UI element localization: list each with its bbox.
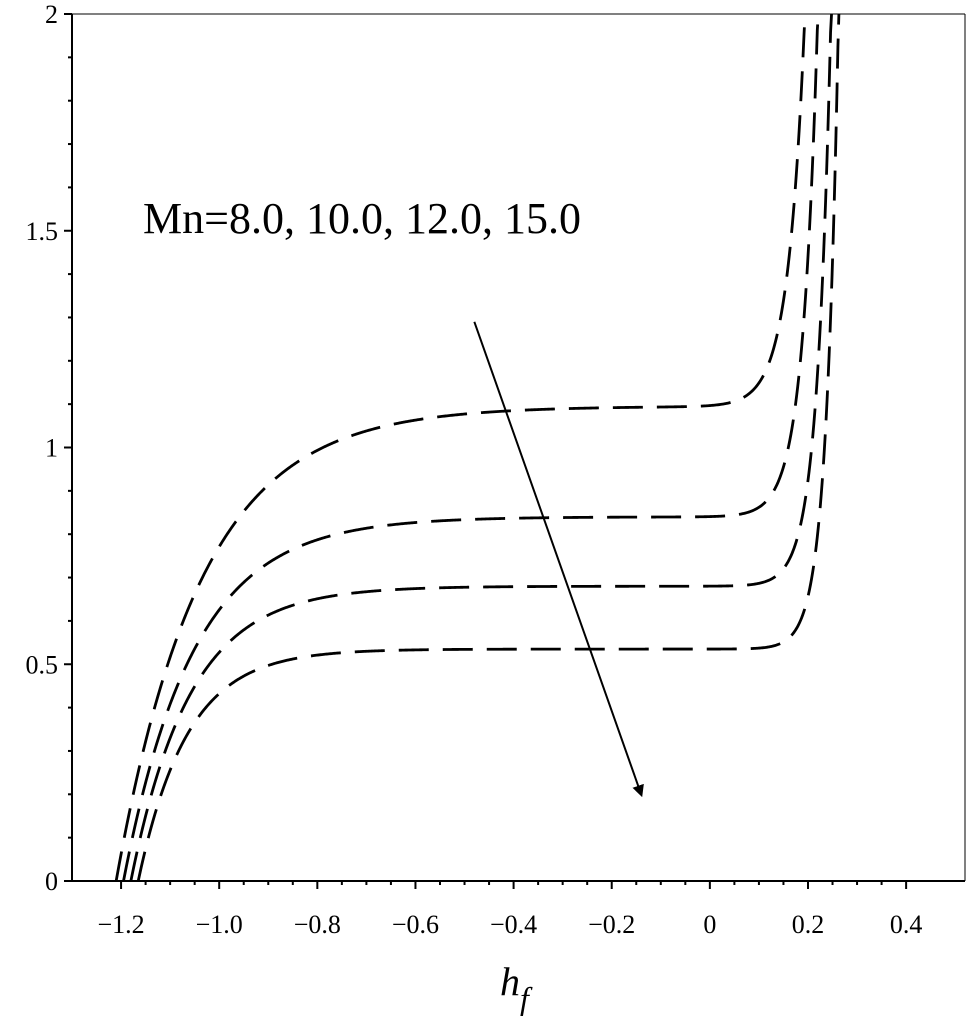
x-tick-label: 0: [703, 910, 716, 939]
series-group: [116, 14, 839, 881]
x-tick-label: −1.2: [97, 910, 144, 939]
y-tick-label: 1: [45, 434, 58, 463]
y-tick-label: 2: [45, 0, 58, 29]
y-tick-label: 0.5: [26, 650, 59, 679]
x-tick-label: −0.8: [294, 910, 341, 939]
x-tick-label: −0.4: [490, 910, 537, 939]
x-axis-label-main: h: [500, 959, 520, 1004]
annotation-group: Mn=8.0, 10.0, 12.0, 15.0: [143, 194, 641, 794]
y-tick-label: 0: [45, 867, 58, 896]
x-axis-label-subscript: f: [520, 980, 533, 1016]
x-tick-label: 0.4: [890, 910, 923, 939]
series-line-4: [138, 14, 839, 881]
y-axis: 0 0.5 1 1.5 2: [26, 0, 73, 896]
annotation-label: Mn=8.0, 10.0, 12.0, 15.0: [143, 194, 581, 243]
x-axis: −1.2 −1.0 −0.8 −0.6 −0.4 −0.2 0 0.2 0.4: [97, 881, 922, 939]
x-tick-label: −1.0: [196, 910, 243, 939]
y-tick-label: 1.5: [26, 217, 59, 246]
series-line-3: [131, 14, 832, 881]
series-line-2: [124, 14, 819, 881]
x-tick-label: −0.2: [588, 910, 635, 939]
x-tick-label: 0.2: [792, 910, 825, 939]
x-tick-label: −0.6: [392, 910, 439, 939]
series-line-1: [116, 14, 805, 881]
x-axis-label: hf: [500, 959, 533, 1016]
annotation-arrow: [474, 322, 641, 795]
